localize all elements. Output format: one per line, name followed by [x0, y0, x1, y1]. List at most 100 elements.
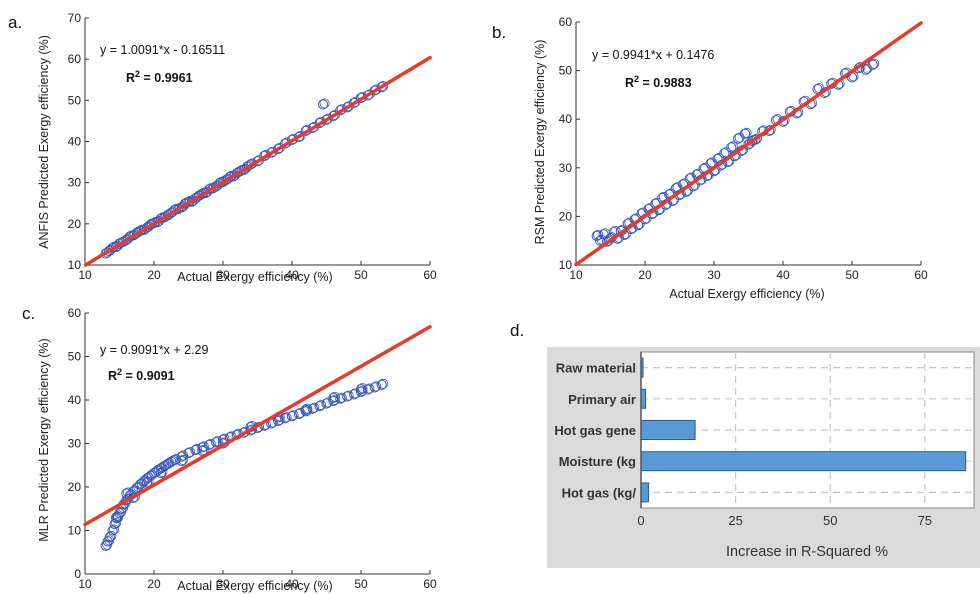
x-tick-label: 30	[216, 577, 230, 591]
data-point	[191, 444, 202, 455]
x-tick-label: 20	[147, 577, 161, 591]
x-tick-label: 30	[216, 268, 230, 282]
data-point	[719, 148, 730, 159]
bar	[640, 482, 650, 503]
y-tick-label: 0	[74, 567, 81, 581]
y-tick-label: 30	[68, 176, 82, 190]
y-tick-label: 60	[68, 306, 82, 320]
data-point	[378, 81, 389, 92]
data-point	[148, 467, 160, 479]
data-point	[274, 414, 285, 425]
x-tick-label: 10	[78, 577, 92, 591]
data-point	[369, 85, 380, 96]
y-tick-label: 60	[559, 15, 573, 29]
data-point	[378, 378, 389, 389]
data-point	[171, 454, 182, 465]
data-point	[293, 131, 304, 143]
panel-a-fit-line	[83, 55, 432, 267]
data-point	[204, 439, 215, 450]
data-point	[183, 447, 194, 459]
data-point	[726, 142, 737, 153]
data-point	[273, 415, 284, 426]
y-tick-label: 20	[68, 217, 82, 231]
panel-b-rsm-scatter: b. y = 0.9941*x + 0.1476 R2 = 0.9883 Act…	[492, 15, 928, 301]
panel-c-fit-line	[83, 325, 432, 527]
data-point	[169, 454, 180, 466]
data-point	[376, 379, 387, 390]
panel-c-xlabel: Actual Exergy efficiency (%)	[177, 579, 332, 593]
panel-c-r2: R2 = 0.9091	[108, 367, 175, 383]
data-point	[321, 398, 332, 409]
panel-b-equation: y = 0.9941*x + 0.1476	[592, 48, 714, 62]
data-point	[745, 138, 756, 149]
x-tick-label: 75	[918, 513, 932, 528]
y-tick-label: 20	[559, 209, 573, 223]
data-point	[336, 392, 347, 403]
data-point	[197, 442, 208, 453]
data-point	[198, 441, 209, 452]
data-point	[117, 236, 129, 248]
y-tick-label: 40	[559, 112, 573, 126]
panel-c-label: c.	[22, 304, 35, 323]
x-tick-label: 40	[285, 577, 299, 591]
data-point	[733, 133, 744, 144]
data-point	[273, 143, 284, 155]
data-point	[319, 98, 330, 109]
data-point	[328, 110, 339, 122]
data-point	[595, 235, 606, 246]
y-tick-label: 50	[559, 64, 573, 78]
data-point	[343, 390, 354, 401]
data-point	[369, 382, 380, 393]
data-point	[739, 128, 751, 139]
data-point	[862, 63, 873, 74]
y-tick-label: 10	[68, 524, 82, 538]
data-point	[202, 186, 213, 197]
data-point	[727, 141, 738, 152]
category-label: Hot gas gene	[554, 423, 636, 438]
data-point	[317, 99, 329, 110]
y-tick-label: 60	[68, 52, 82, 66]
data-point	[302, 403, 313, 414]
data-point	[221, 174, 232, 185]
panel-d-label: d.	[510, 321, 524, 340]
x-tick-label: 60	[914, 268, 928, 282]
x-tick-label: 50	[823, 513, 837, 528]
data-point	[190, 444, 201, 456]
y-tick-label: 30	[559, 161, 573, 175]
x-tick-label: 10	[569, 268, 583, 282]
y-tick-label: 30	[68, 437, 82, 451]
data-point	[155, 467, 166, 479]
data-point	[376, 82, 387, 93]
data-point	[307, 403, 318, 414]
data-point	[205, 438, 216, 449]
x-tick-label: 25	[728, 513, 742, 528]
data-point	[734, 132, 745, 143]
data-point	[212, 180, 223, 191]
panel-b-r2: R2 = 0.9883	[625, 74, 692, 90]
data-point	[211, 437, 222, 448]
data-point	[104, 531, 115, 543]
data-point	[145, 470, 156, 481]
data-point	[138, 224, 149, 236]
data-point	[109, 518, 120, 530]
data-point	[231, 168, 242, 179]
data-point	[178, 454, 189, 465]
x-tick-label: 20	[638, 268, 652, 282]
panel-b-xlabel: Actual Exergy efficiency (%)	[669, 287, 824, 301]
data-point	[371, 381, 382, 392]
data-point	[112, 240, 123, 251]
y-tick-label: 50	[68, 93, 82, 107]
x-tick-label: 20	[147, 268, 161, 282]
category-label: Moisture (kg	[559, 454, 636, 469]
x-tick-label: 60	[423, 268, 437, 282]
y-tick-label: 10	[68, 258, 82, 272]
data-point	[350, 96, 361, 107]
y-tick-label: 70	[68, 11, 82, 25]
y-tick-label: 40	[68, 393, 82, 407]
data-point	[109, 524, 120, 535]
data-point	[153, 216, 164, 227]
x-tick-label: 40	[776, 268, 790, 282]
data-point	[307, 122, 318, 134]
data-point	[869, 58, 880, 69]
data-point	[316, 400, 327, 411]
